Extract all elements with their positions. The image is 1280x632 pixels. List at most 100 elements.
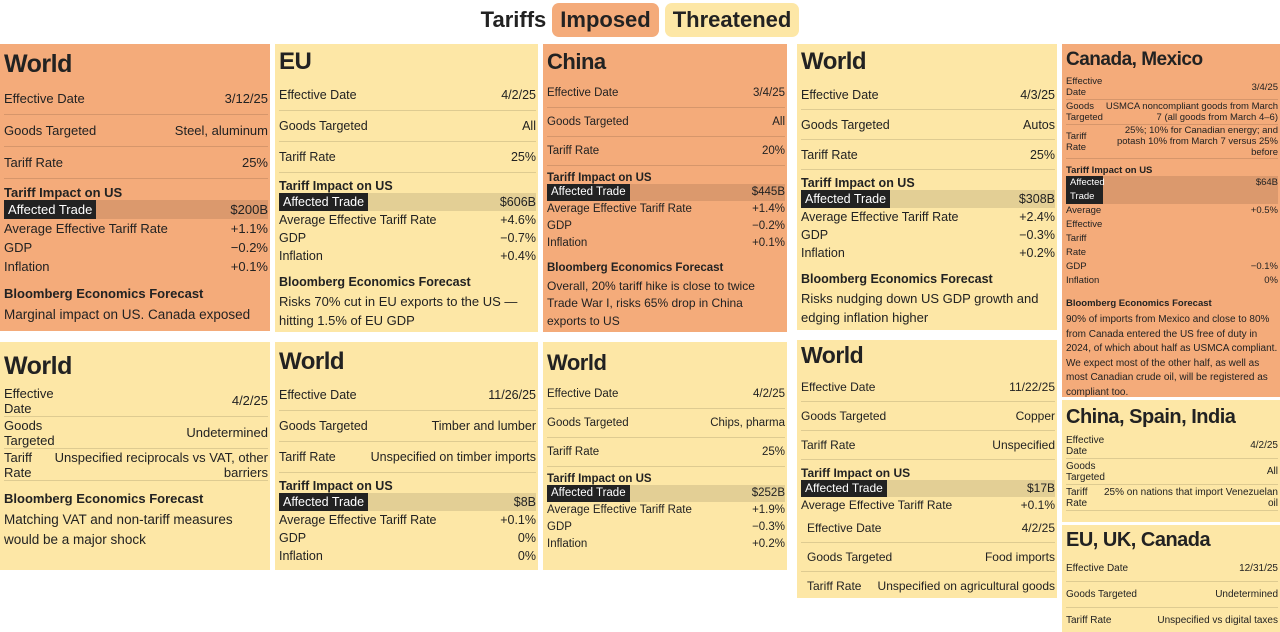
impact-label: GDP <box>1066 261 1087 272</box>
impact-value: +4.6% <box>500 213 536 227</box>
field-row: Effective Date 4/2/25 <box>4 385 268 417</box>
card-title: EU, UK, Canada <box>1066 529 1211 551</box>
field-label: Effective Date <box>547 388 619 400</box>
impact-value: 0% <box>1264 275 1278 286</box>
card-title: World <box>801 342 864 368</box>
field-row: Effective Date 11/22/25 <box>801 373 1055 402</box>
tariff-card: China, Spain, India Effective Date 4/2/25 G… <box>1062 400 1280 522</box>
impact-row: Average Effective Tariff Rate +1.1% <box>4 219 268 238</box>
field-label: Goods Targeted <box>1066 460 1105 483</box>
impact-row: GDP −0.2% <box>547 218 785 235</box>
impact-label: GDP <box>279 531 307 545</box>
field-label: Goods Targeted <box>547 417 629 429</box>
field-label: Goods Targeted <box>807 550 893 564</box>
field-value: Autos <box>1023 117 1055 132</box>
field-row: Effective Date 11/26/25 <box>279 380 536 411</box>
impact-value: +0.2% <box>752 538 785 550</box>
impact-heading: Tariff Impact on US <box>801 176 915 190</box>
field-label: Tariff Rate <box>4 155 64 170</box>
impact-value: +1.9% <box>752 504 785 516</box>
impact-label: Inflation <box>547 538 588 550</box>
impact-row: Inflation +0.1% <box>4 257 268 276</box>
field-label: Effective Date <box>801 87 879 102</box>
field-value: 25% on nations that import Venezuelan oi… <box>1103 486 1278 509</box>
impact-row: Affected Trade $252B <box>547 485 785 502</box>
impact-heading: Tariff Impact on US <box>547 473 652 485</box>
card-title: China, Spain, India <box>1066 406 1236 428</box>
field-value: Undetermined <box>1215 589 1278 600</box>
impact-value: $445B <box>751 186 785 198</box>
impact-value: $8B <box>513 495 536 509</box>
field-row: Tariff Rate 25% on nations that import Ve… <box>1066 485 1278 511</box>
field-row: Goods Targeted USMCA noncompliant goods f… <box>1066 100 1278 125</box>
field-label: Effective Date <box>279 388 357 402</box>
field-row: Goods Targeted Undetermined <box>4 417 268 449</box>
tariff-card: World Effective Date 11/22/25 Goods Targete… <box>797 340 1057 598</box>
field-value: Timber and lumber <box>431 419 536 433</box>
field-row: Effective Date 3/4/25 <box>547 79 785 108</box>
impact-value: +0.1% <box>1020 498 1055 512</box>
impact-label: GDP <box>547 220 572 232</box>
card-title: World <box>279 348 345 375</box>
field-value: 25%; 10% for Canadian energy; and potash… <box>1116 125 1278 158</box>
field-label: Goods Targeted <box>1066 589 1137 600</box>
field-row: Goods Targeted Food imports <box>801 543 1055 572</box>
header: Tariffs Imposed Threatened <box>0 2 1280 38</box>
field-value: 25% <box>510 150 536 164</box>
forecast-heading: Bloomberg Economics Forecast <box>801 272 993 286</box>
field-label: Tariff Rate <box>4 449 32 480</box>
impact-value: −0.7% <box>500 231 536 245</box>
card-title: World <box>4 352 72 380</box>
field-label: Tariff Rate <box>801 147 858 162</box>
tariff-card: EU Effective Date 4/2/25 Goods Targeted All T… <box>275 44 538 332</box>
impact-value: −0.3% <box>752 521 785 533</box>
field-label: Effective Date <box>279 88 357 102</box>
tariff-card: EU, UK, Canada Effective Date 12/31/25 Good… <box>1062 525 1280 632</box>
field-value: Steel, aluminum <box>174 123 268 138</box>
field-row: Goods Targeted Timber and lumber <box>279 411 536 442</box>
field-row: Tariff Rate 20% <box>547 137 785 166</box>
impact-value: +0.5% <box>1250 205 1278 216</box>
field-value: 12/31/25 <box>1239 563 1278 574</box>
impact-label: Affected Trade <box>4 200 97 219</box>
field-value: All <box>772 116 785 128</box>
field-label: Goods Targeted <box>279 119 368 133</box>
impact-label: Average Effective Tariff Rate <box>4 221 168 236</box>
field-label: Tariff Rate <box>807 579 862 593</box>
impact-value: 0% <box>517 549 536 563</box>
impact-row: GDP −0.2% <box>4 238 268 257</box>
impact-value: −0.2% <box>230 240 268 255</box>
field-value: 20% <box>761 145 785 157</box>
field-row: Goods Targeted All <box>547 108 785 137</box>
field-value: 4/2/25 <box>1250 440 1278 451</box>
field-value: 3/4/25 <box>1251 81 1278 93</box>
impact-heading: Tariff Impact on US <box>4 185 123 200</box>
impact-value: $17B <box>1026 481 1055 495</box>
impact-label: Average Effective Tariff Rate <box>801 210 959 224</box>
field-value: 4/3/25 <box>1020 87 1055 102</box>
field-label: Tariff Rate <box>1066 615 1112 626</box>
field-row: Goods Targeted Chips, pharma <box>547 409 785 438</box>
impact-row: Affected Trade $200B <box>4 200 268 219</box>
impact-label: Affected Trade <box>1066 176 1105 204</box>
forecast-heading: Bloomberg Economics Forecast <box>1066 298 1212 309</box>
impact-label: Average Effective Tariff Rate <box>547 203 692 215</box>
legend-item: Threatened <box>664 3 800 37</box>
field-row: Goods Targeted Copper <box>801 402 1055 431</box>
impact-heading: Tariff Impact on US <box>1066 165 1153 176</box>
impact-label: GDP <box>279 231 307 245</box>
impact-label: Inflation <box>1066 275 1100 286</box>
field-label: Goods Targeted <box>4 123 97 138</box>
card-title: World <box>547 350 607 375</box>
field-value: 25% <box>1029 147 1055 162</box>
tariff-card: World Effective Date 4/3/25 Goods Targeted A… <box>797 44 1057 330</box>
impact-label: Affected Trade <box>279 193 369 211</box>
impact-value: +1.4% <box>752 203 785 215</box>
forecast-text: Risks 70% cut in EU exports to the US — … <box>279 294 518 328</box>
impact-row: GDP −0.3% <box>547 519 785 536</box>
field-label: Tariff Rate <box>547 446 600 458</box>
field-value: 3/12/25 <box>224 91 268 106</box>
field-row: Tariff Rate 25% <box>279 142 536 173</box>
field-value: 4/2/25 <box>1021 521 1055 535</box>
forecast-heading: Bloomberg Economics Forecast <box>4 286 204 301</box>
